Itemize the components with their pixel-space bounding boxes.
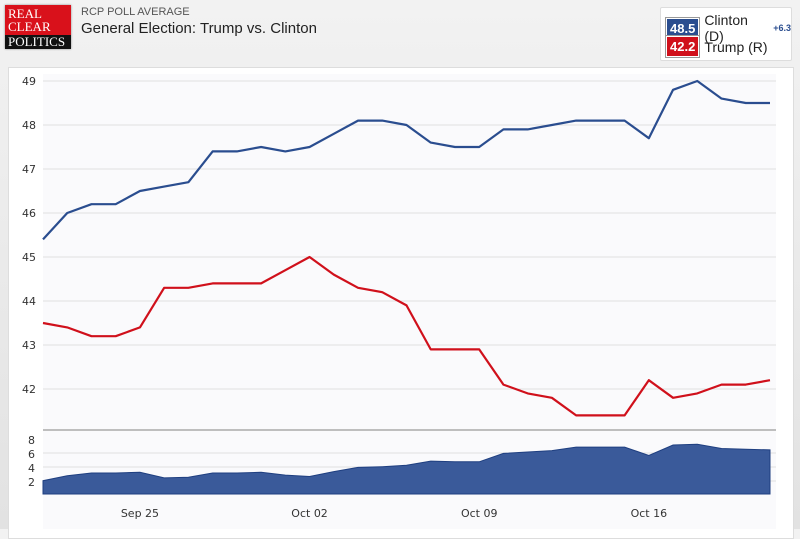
x-tick-label: Oct 02 — [291, 507, 328, 520]
legend-clinton: 48.5 Clinton (D) +6.3 — [664, 12, 791, 44]
series-line-trump — [42, 255, 771, 417]
chart-title: General Election: Trump vs. Clinton — [81, 20, 317, 37]
x-tick-label: Oct 09 — [461, 507, 498, 520]
legend-trump: 42.2 Trump (R) — [664, 35, 768, 58]
spread-area — [42, 443, 771, 495]
y-tick-label: 46 — [22, 207, 36, 220]
y-tick-label: 48 — [22, 119, 36, 132]
clinton-spread: +6.3 — [773, 23, 791, 33]
x-tick-label: Oct 16 — [631, 507, 668, 520]
x-tick-label: Sep 25 — [121, 507, 159, 520]
legend: 48.5 Clinton (D) +6.3 42.2 Trump (R) — [660, 7, 792, 61]
spread-y-tick-label: 6 — [28, 448, 35, 461]
trump-value-badge: 42.2 — [664, 35, 701, 58]
rcp-logo[interactable]: REAL CLEAR POLITICS — [5, 5, 71, 49]
spread-y-tick-label: 2 — [28, 476, 35, 489]
spread-y-tick-label: 8 — [28, 434, 35, 447]
y-tick-label: 44 — [22, 295, 36, 308]
clinton-label: Clinton (D) — [704, 12, 748, 44]
series-line-clinton — [42, 79, 770, 241]
spread-y-tick-label: 4 — [28, 462, 35, 475]
y-tick-label: 49 — [22, 75, 36, 88]
y-tick-label: 45 — [22, 251, 36, 264]
trump-label: Trump (R) — [704, 38, 768, 55]
y-tick-label: 47 — [22, 163, 36, 176]
y-tick-label: 43 — [22, 339, 36, 352]
clinton-value-badge: 48.5 — [664, 16, 701, 40]
y-tick-label: 42 — [22, 383, 36, 396]
subtitle: RCP POLL AVERAGE — [81, 6, 190, 18]
